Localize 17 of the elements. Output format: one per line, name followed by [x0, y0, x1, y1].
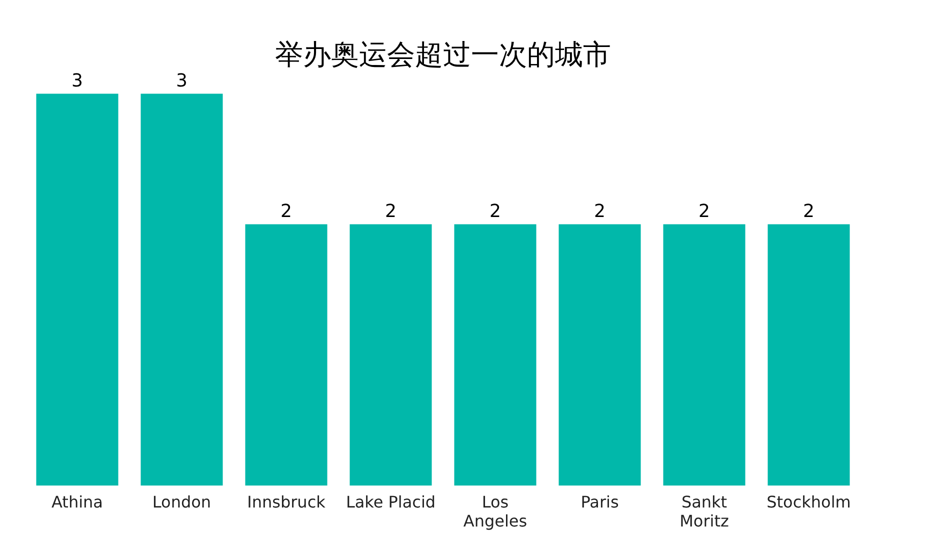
chart-title: 举办奥运会超过一次的城市: [275, 38, 611, 72]
x-tick-label: Athina: [52, 492, 103, 512]
data-label: 3: [72, 70, 83, 92]
data-label: 2: [594, 200, 606, 222]
x-tick-label: Los Angeles: [463, 492, 528, 531]
x-tick-label: Sankt Moritz: [680, 492, 729, 531]
x-tick-label: Paris: [580, 492, 619, 512]
data-label: 2: [490, 200, 501, 222]
data-label: 3: [176, 70, 188, 92]
x-tick-label: Stockholm: [766, 492, 851, 512]
x-tick-label: Innsbruck: [247, 492, 326, 512]
data-label: 2: [803, 200, 814, 222]
data-label: 2: [280, 200, 292, 222]
data-label: 2: [698, 200, 710, 222]
x-tick-label: Lake Placid: [346, 492, 436, 512]
data-label: 2: [385, 200, 396, 222]
x-tick-label: London: [152, 492, 212, 512]
